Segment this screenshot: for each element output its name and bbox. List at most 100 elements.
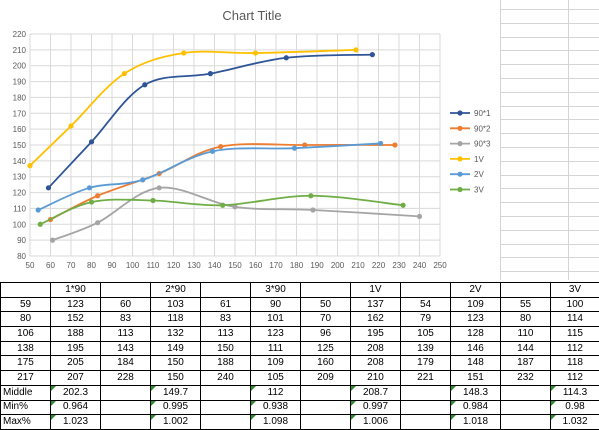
table-cell: 149: [151, 341, 201, 356]
series-line: [40, 196, 403, 225]
grid-row-line: [500, 106, 599, 107]
x-tick-label: 250: [433, 261, 447, 270]
data-point: [417, 214, 422, 219]
data-point: [284, 55, 289, 60]
y-tick-label: 150: [13, 141, 27, 150]
table-cell: 139: [401, 341, 451, 356]
table-cell: 175: [1, 356, 51, 371]
data-point: [38, 222, 43, 227]
table-cell: 150: [201, 341, 251, 356]
data-point: [310, 207, 315, 212]
summary-value: 1.018: [451, 415, 501, 430]
table-cell: 114: [551, 312, 599, 327]
x-tick-label: 210: [351, 261, 365, 270]
table-cell: 50: [301, 297, 351, 312]
legend-label: 90*3: [474, 140, 491, 149]
y-tick-label: 120: [13, 189, 27, 198]
summary-value: 0.98: [551, 400, 599, 415]
table-cell: [301, 415, 351, 430]
y-tick-label: 90: [17, 236, 26, 245]
table-cell: 113: [101, 327, 151, 342]
table-cell: 144: [501, 341, 551, 356]
y-tick-label: 80: [17, 252, 26, 261]
table-cell: 179: [401, 356, 451, 371]
header-cell: 2*90: [151, 283, 201, 298]
grid-row-line: [500, 161, 599, 162]
table-cell: 112: [551, 371, 599, 386]
table-cell: 54: [401, 297, 451, 312]
x-tick-label: 200: [331, 261, 345, 270]
x-tick-label: 160: [249, 261, 263, 270]
summary-value: 0.964: [51, 400, 101, 415]
summary-value: 1.006: [351, 415, 401, 430]
table-cell: 205: [51, 356, 101, 371]
x-tick-label: 140: [208, 261, 222, 270]
table-cell: [101, 400, 151, 415]
table-cell: 109: [451, 297, 501, 312]
grid-col-line: [500, 0, 501, 280]
table-cell: 217: [1, 371, 51, 386]
table-cell: 61: [201, 297, 251, 312]
legend-marker: [457, 187, 462, 192]
data-point: [292, 146, 297, 151]
table-cell: 55: [501, 297, 551, 312]
table-cell: 60: [101, 297, 151, 312]
header-cell: 1*90: [51, 283, 101, 298]
table-cell: 162: [351, 312, 401, 327]
legend-label: 2V: [474, 170, 484, 179]
grid-row-line: [500, 92, 599, 93]
summary-label: Min%: [1, 400, 51, 415]
table-cell: 101: [251, 312, 301, 327]
table-cell: 150: [151, 356, 201, 371]
summary-value: 148.3: [451, 385, 501, 400]
summary-value: 112: [251, 385, 301, 400]
grid-row-line: [500, 175, 599, 176]
header-cell: 1V: [351, 283, 401, 298]
table-cell: 123: [251, 327, 301, 342]
data-point: [87, 185, 92, 190]
summary-value: 1.098: [251, 415, 301, 430]
summary-value: 1.032: [551, 415, 599, 430]
table-cell: 83: [101, 312, 151, 327]
table-cell: 138: [1, 341, 51, 356]
table-cell: [401, 400, 451, 415]
data-point: [370, 52, 375, 57]
legend-label: 90*1: [474, 109, 491, 118]
data-point: [308, 193, 313, 198]
x-tick-label: 230: [392, 261, 406, 270]
summary-value: 0.995: [151, 400, 201, 415]
table-cell: 187: [501, 356, 551, 371]
data-point: [353, 47, 358, 52]
chart-title: Chart Title: [222, 8, 281, 23]
table-cell: 106: [1, 327, 51, 342]
table-cell: 100: [551, 297, 599, 312]
table-cell: [301, 400, 351, 415]
table-cell: 146: [451, 341, 501, 356]
table-cell: 118: [151, 312, 201, 327]
grid-row-line: [500, 147, 599, 148]
table-cell: 152: [51, 312, 101, 327]
legend-label: 90*2: [474, 124, 491, 133]
x-tick-label: 130: [187, 261, 201, 270]
spreadsheet-grid: [500, 0, 599, 280]
grid-row-line: [500, 188, 599, 189]
data-point: [378, 141, 383, 146]
legend-marker: [457, 156, 462, 161]
table-cell: 208: [351, 341, 401, 356]
table-cell: 143: [101, 341, 151, 356]
table-cell: 240: [201, 371, 251, 386]
legend-marker: [457, 172, 462, 177]
table-cell: [101, 415, 151, 430]
table-cell: 79: [401, 312, 451, 327]
data-point: [392, 142, 397, 147]
data-point: [157, 185, 162, 190]
table-cell: 112: [551, 341, 599, 356]
table-cell: 113: [201, 327, 251, 342]
data-point: [27, 163, 32, 168]
table-cell: 123: [51, 297, 101, 312]
y-tick-label: 200: [13, 62, 27, 71]
table-cell: 132: [151, 327, 201, 342]
